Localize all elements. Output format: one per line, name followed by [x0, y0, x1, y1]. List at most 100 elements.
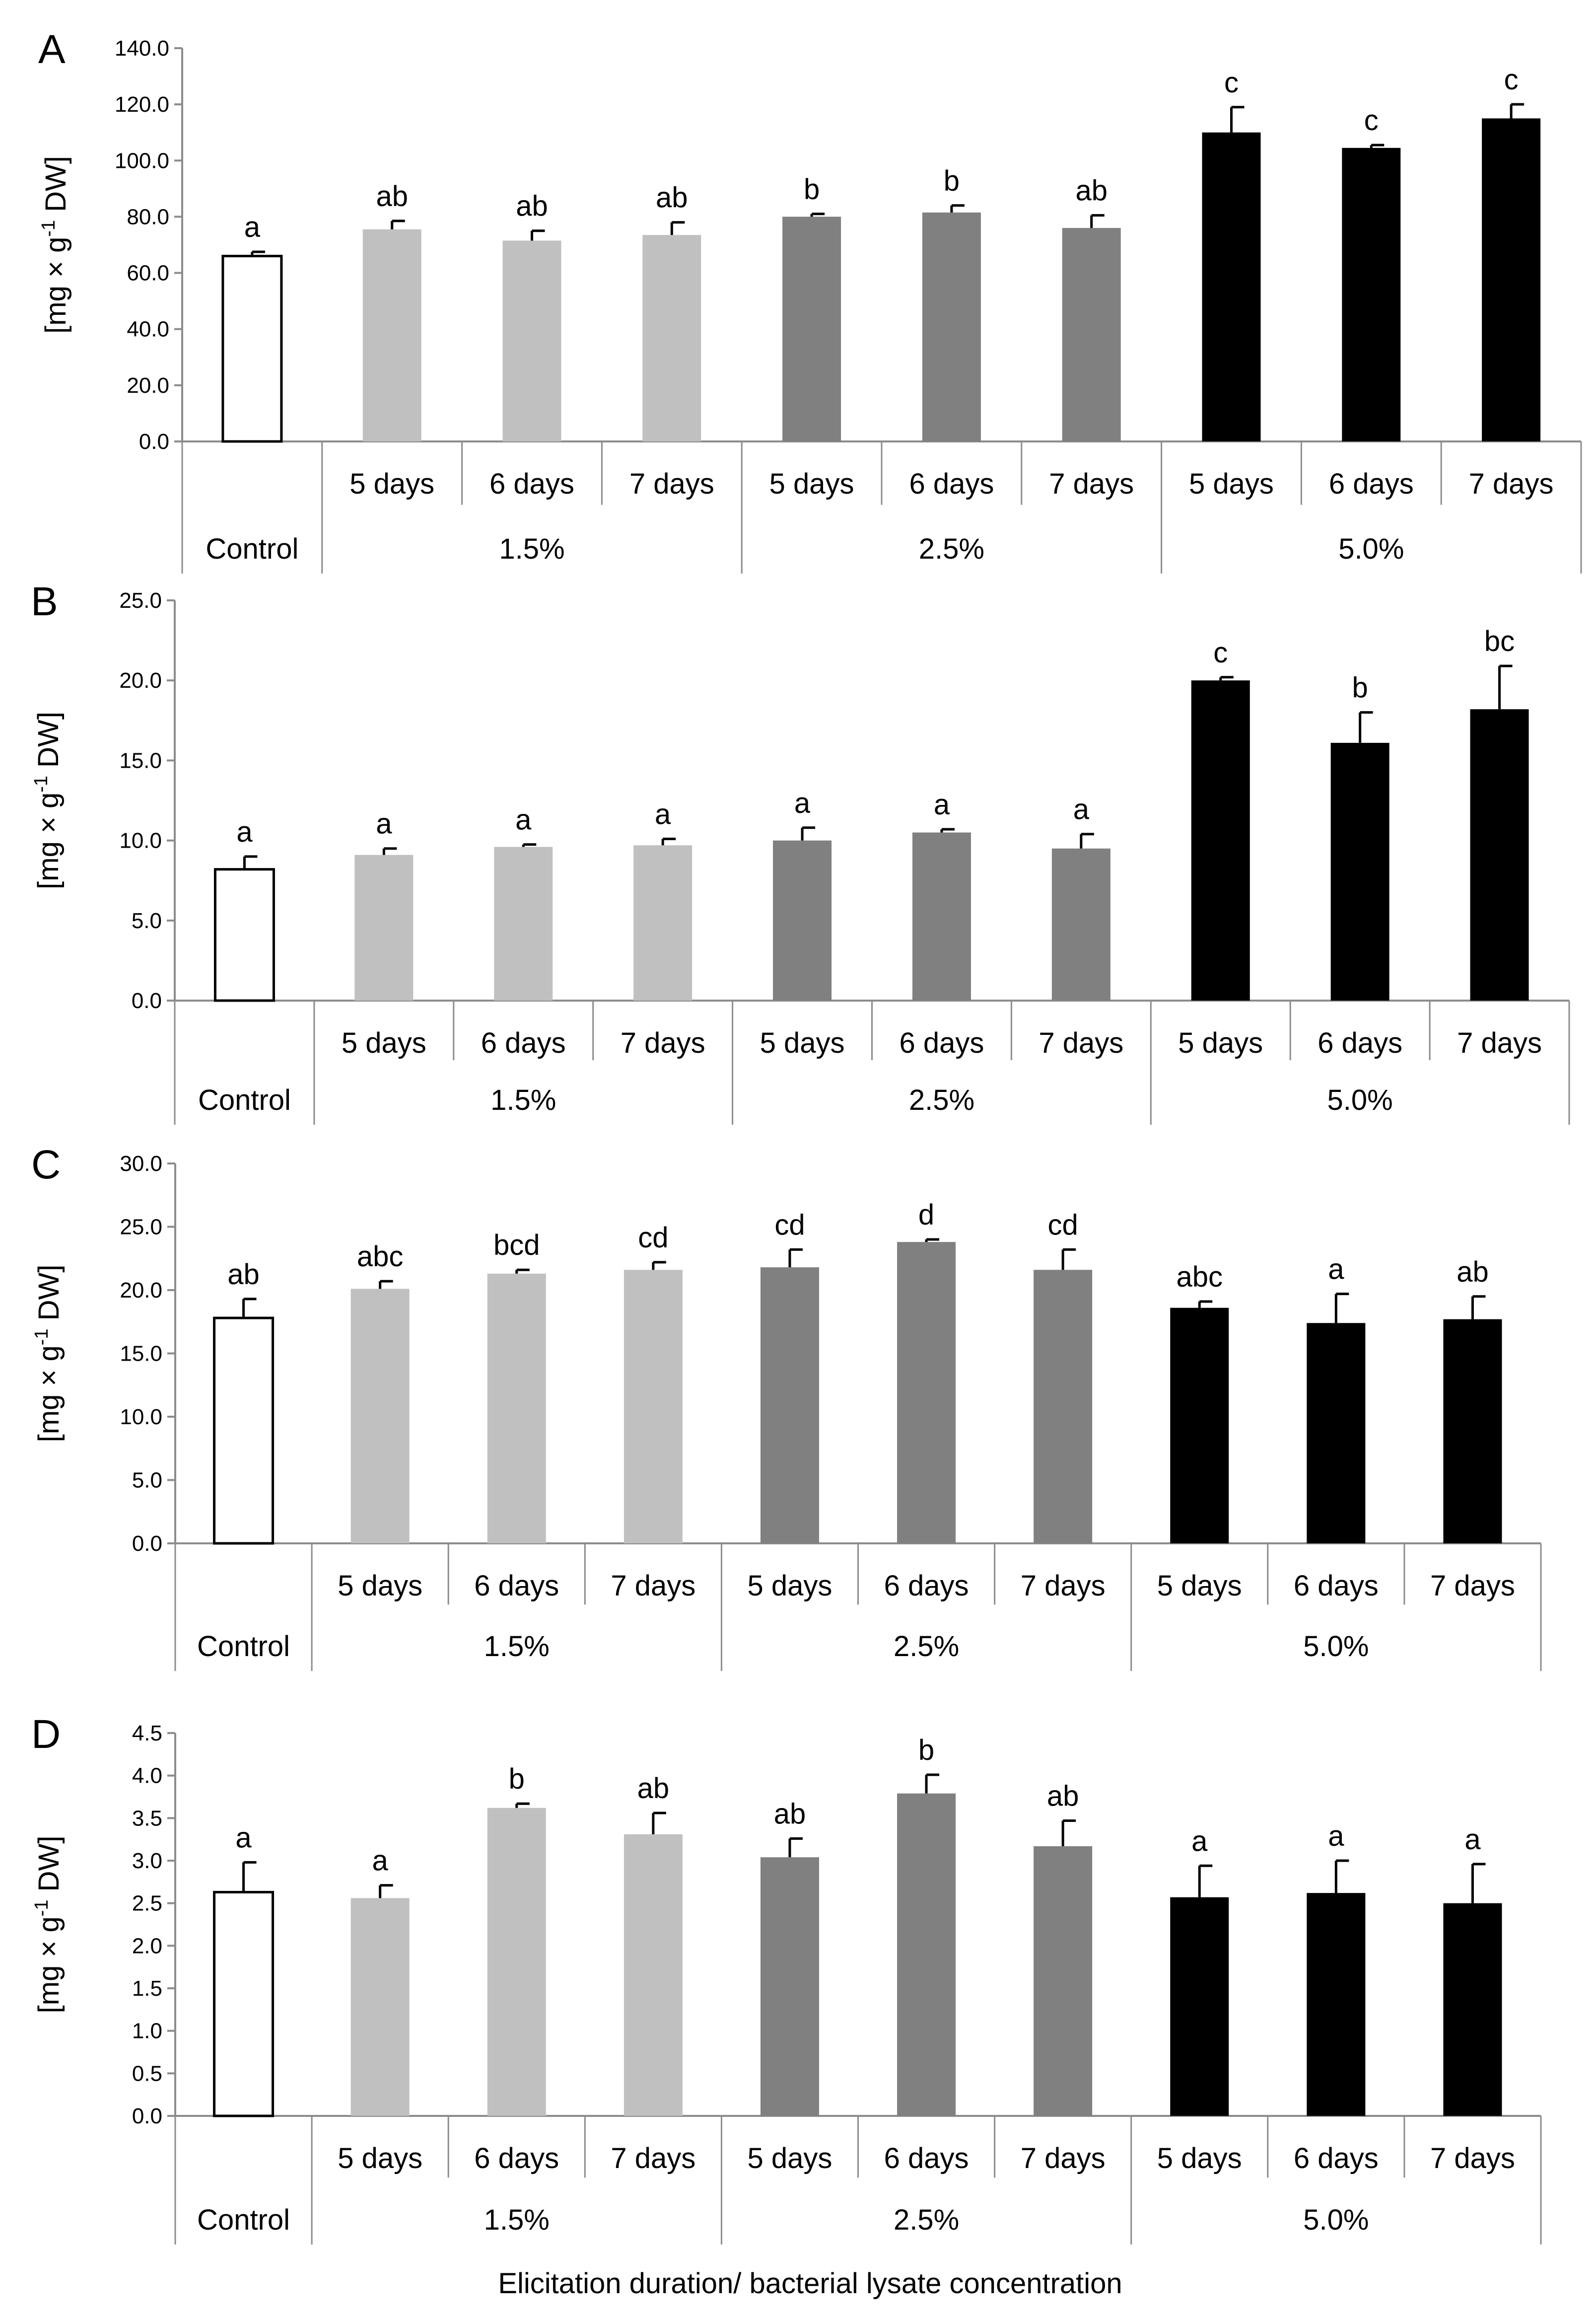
day-label: 6 days — [474, 1570, 559, 1602]
bar — [1342, 147, 1401, 441]
day-label: 6 days — [481, 1027, 566, 1059]
day-label: 6 days — [489, 468, 574, 500]
bar — [213, 868, 275, 1002]
group-label: 1.5% — [499, 533, 564, 565]
day-label: 6 days — [884, 2142, 969, 2174]
panel-letter: D — [31, 1712, 61, 1757]
group-label: Control — [197, 2204, 290, 2236]
chart-panel-d: D 0.0 0.5 1.0 1.5 2.0 2.5 3.0 3.5 4.0 4.5 [mg × g-1… — [31, 1712, 1542, 2245]
group-label: Control — [206, 533, 298, 565]
group-label: 1.5% — [490, 1084, 556, 1116]
y-tick-label: 0.0 — [132, 2104, 162, 2128]
significance-letter: ab — [774, 1798, 806, 1830]
y-tick-label: 80.0 — [127, 205, 169, 229]
y-tick-label: 2.0 — [132, 1934, 162, 1958]
day-label: 7 days — [1021, 2142, 1106, 2174]
significance-letter: ab — [516, 190, 548, 222]
x-axis-title: Elicitation duration/ bacterial lysate c… — [498, 2267, 1122, 2300]
y-tick-label: 0.0 — [132, 989, 162, 1013]
day-label: 5 days — [748, 2142, 833, 2174]
y-tick-label: 0.0 — [139, 430, 169, 454]
y-axis-title: [mg × g-1 DW] — [38, 156, 72, 334]
bar — [760, 1857, 819, 2116]
y-tick-label: 140.0 — [115, 36, 169, 61]
bar — [502, 240, 561, 441]
day-label: 7 days — [629, 468, 714, 500]
group-label: 2.5% — [919, 533, 984, 565]
group-label: 5.0% — [1303, 1630, 1369, 1663]
bar — [782, 217, 841, 441]
day-label: 5 days — [748, 1570, 833, 1602]
chart-panel-b: B 0.0 5.0 10.0 15.0 20.0 25.0 [mg × g-1 DW] 5 da… — [31, 579, 1570, 1125]
day-label: 5 days — [760, 1027, 845, 1059]
y-axis-title: [mg × g-1 DW] — [31, 712, 65, 889]
group-label: 1.5% — [484, 2204, 550, 2236]
y-tick-label: 10.0 — [120, 1405, 162, 1429]
day-label: 7 days — [1469, 468, 1554, 500]
panel-letter: A — [38, 27, 66, 72]
y-tick-label: 30.0 — [120, 1152, 162, 1176]
significance-letter: a — [372, 1845, 389, 1877]
bar — [1307, 1893, 1366, 2116]
day-label: 6 days — [884, 1570, 969, 1602]
day-label: 7 days — [621, 1027, 705, 1059]
bar — [1051, 848, 1110, 1001]
day-label: 7 days — [611, 1570, 695, 1602]
significance-letter: ab — [1047, 1780, 1079, 1812]
bar — [487, 1273, 546, 1543]
group-label: 2.5% — [894, 2204, 959, 2236]
group-label: 5.0% — [1327, 1084, 1393, 1116]
significance-letter: ab — [376, 180, 408, 213]
y-tick-label: 60.0 — [127, 261, 169, 286]
group-label: 1.5% — [484, 1630, 550, 1663]
bar — [1202, 132, 1261, 441]
significance-letter: ab — [1075, 175, 1108, 207]
bar — [1191, 680, 1250, 1001]
significance-letter: cd — [1048, 1209, 1078, 1241]
panel-letter: C — [31, 1142, 61, 1187]
y-tick-label: 25.0 — [119, 588, 162, 613]
significance-letter: a — [794, 787, 811, 819]
day-label: 6 days — [909, 468, 994, 500]
group-label: 2.5% — [894, 1630, 959, 1663]
bar — [633, 845, 693, 1001]
day-label: 6 days — [474, 2142, 559, 2174]
day-label: 7 days — [1021, 1570, 1106, 1602]
y-tick-label: 5.0 — [132, 1468, 162, 1493]
significance-letter: cd — [774, 1209, 805, 1241]
y-tick-label: 120.0 — [115, 92, 169, 117]
bar — [362, 229, 421, 441]
group-label: 5.0% — [1303, 2204, 1369, 2236]
significance-letter: bc — [1484, 625, 1515, 657]
significance-letter: a — [1073, 794, 1090, 826]
significance-letter: b — [509, 1763, 525, 1795]
bar — [897, 1242, 956, 1543]
significance-letter: a — [1464, 1823, 1481, 1856]
day-label: 7 days — [1039, 1027, 1123, 1059]
significance-letter: ab — [227, 1258, 260, 1291]
bar — [354, 855, 414, 1001]
y-tick-label: 4.5 — [132, 1721, 162, 1745]
bar — [624, 1834, 683, 2116]
bar — [1482, 118, 1541, 441]
y-tick-label: 1.0 — [132, 2019, 162, 2043]
day-label: 7 days — [1457, 1027, 1542, 1059]
bar — [1443, 1903, 1502, 2116]
y-tick-label: 0.5 — [132, 2061, 162, 2086]
bar — [912, 832, 971, 1001]
bar — [1470, 709, 1529, 1001]
significance-letter: a — [376, 808, 392, 840]
bar — [1034, 1270, 1093, 1543]
y-tick-label: 3.0 — [132, 1849, 162, 1873]
day-label: 6 days — [1318, 1027, 1402, 1059]
day-label: 5 days — [1157, 2142, 1242, 2174]
y-tick-label: 15.0 — [119, 748, 162, 773]
significance-letter: d — [918, 1199, 934, 1231]
y-tick-label: 4.0 — [132, 1764, 162, 1788]
y-tick-label: 15.0 — [120, 1342, 162, 1366]
chart-panel-a: A 0.0 20.0 40.0 60.0 80.0 100.0 120.0 140.0 [mg ×… — [38, 27, 1582, 574]
y-tick-label: 20.0 — [120, 1278, 162, 1303]
significance-letter: b — [918, 1734, 934, 1766]
day-label: 5 days — [1178, 1027, 1263, 1059]
